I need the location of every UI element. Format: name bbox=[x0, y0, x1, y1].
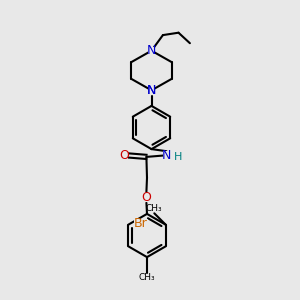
Text: CH₃: CH₃ bbox=[146, 204, 163, 213]
FancyBboxPatch shape bbox=[142, 274, 152, 281]
Text: O: O bbox=[142, 191, 151, 204]
FancyBboxPatch shape bbox=[121, 151, 128, 160]
Text: N: N bbox=[147, 44, 156, 57]
FancyBboxPatch shape bbox=[134, 219, 148, 228]
FancyBboxPatch shape bbox=[163, 151, 170, 160]
Text: N: N bbox=[147, 84, 156, 97]
Text: O: O bbox=[119, 149, 129, 162]
FancyBboxPatch shape bbox=[148, 46, 155, 55]
FancyBboxPatch shape bbox=[175, 153, 181, 161]
FancyBboxPatch shape bbox=[148, 86, 155, 94]
FancyBboxPatch shape bbox=[143, 193, 150, 202]
Text: CH₃: CH₃ bbox=[139, 273, 155, 282]
Text: N: N bbox=[162, 149, 171, 162]
FancyBboxPatch shape bbox=[148, 86, 155, 94]
FancyBboxPatch shape bbox=[150, 205, 159, 211]
Text: Br: Br bbox=[134, 217, 148, 230]
Text: N: N bbox=[147, 84, 156, 97]
Text: H: H bbox=[173, 152, 182, 162]
